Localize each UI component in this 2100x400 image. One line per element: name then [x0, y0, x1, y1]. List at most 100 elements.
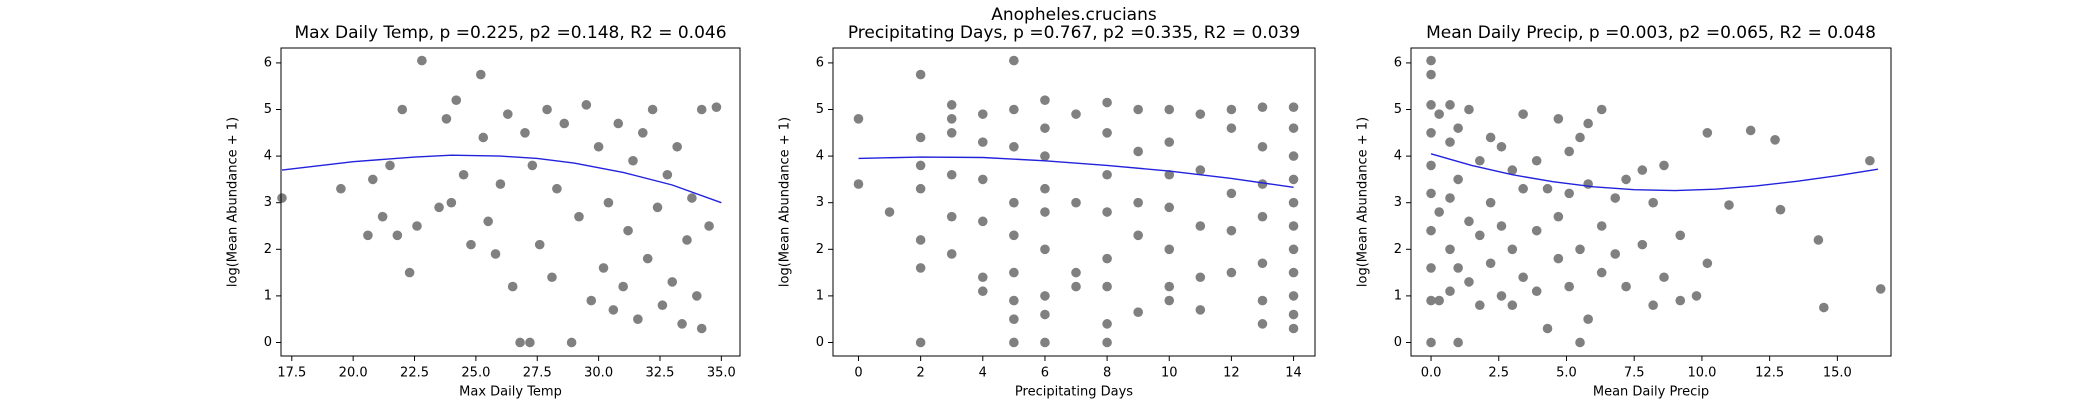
scatter-point [1102, 319, 1112, 329]
scatter-point [1702, 258, 1713, 269]
x-tick-label: 32.5 [646, 366, 675, 381]
scatter-point [711, 102, 722, 112]
scatter-point [1659, 272, 1669, 283]
chart-title: Max Daily Temp, p =0.225, p2 =0.148, R2 … [294, 23, 726, 43]
scatter-point [1610, 193, 1621, 203]
plot-frame [832, 47, 1316, 357]
x-tick-label: 2.5 [1488, 366, 1509, 381]
fit-line [1430, 153, 1879, 192]
scatter-point [915, 235, 926, 245]
scatter-point [1288, 102, 1299, 112]
scatter-point [368, 174, 378, 185]
scatter-point [1445, 244, 1455, 255]
x-tick-label: 30.0 [584, 366, 613, 381]
scatter-point [915, 337, 926, 348]
scatter-point [1553, 253, 1564, 264]
scatter-point [1040, 123, 1050, 133]
y-tick-label: 4 [264, 149, 272, 164]
scatter-point [1434, 207, 1444, 217]
scatter-point [946, 100, 957, 110]
scatter-point [1426, 337, 1436, 348]
scatter-point [946, 211, 957, 222]
y-tick-label: 3 [1394, 195, 1402, 210]
y-axis-label: log(Mean Abundance + 1) [226, 117, 241, 287]
scatter-point [1040, 244, 1050, 255]
y-axis-label: log(Mean Abundance + 1) [1356, 117, 1371, 287]
scatter-point [1426, 55, 1436, 66]
scatter-point [1564, 146, 1574, 157]
scatter-point [1257, 102, 1268, 112]
scatter-point [915, 263, 926, 273]
scatter-point [363, 230, 373, 241]
scatter-point [1542, 183, 1553, 194]
scatter-point [1257, 211, 1268, 222]
scatter-point [946, 114, 957, 124]
scatter-point [490, 249, 501, 259]
subplot: Mean Daily Precip, p =0.003, p2 =0.065, … [1356, 23, 1892, 400]
scatter-point [1724, 200, 1734, 210]
scatter-point [853, 179, 864, 189]
scatter-point [434, 202, 444, 213]
x-axis-label: Precipitating Days [1015, 385, 1133, 400]
scatter-point [1426, 295, 1436, 306]
scatter-point [1475, 300, 1485, 311]
y-tick-label: 0 [816, 335, 824, 350]
scatter-point [1496, 141, 1507, 152]
scatter-point [1133, 104, 1143, 115]
scatter-point [1102, 169, 1112, 180]
scatter-point [1637, 165, 1648, 175]
scatter-point [1133, 146, 1143, 157]
scatter-point [495, 179, 506, 189]
scatter-point [1288, 267, 1299, 278]
scatter-point [946, 128, 957, 138]
scatter-point [977, 216, 988, 227]
scatter-point [1102, 97, 1112, 108]
x-tick-label: 15.0 [1823, 366, 1852, 381]
scatter-point [483, 216, 493, 227]
scatter-point [392, 230, 403, 241]
scatter-point [1009, 267, 1019, 278]
scatter-point [377, 211, 388, 222]
scatter-point [1445, 137, 1455, 147]
scatter-point [1691, 291, 1702, 301]
scatter-point [385, 160, 395, 171]
y-tick-label: 3 [816, 195, 824, 210]
scatter-point [1865, 155, 1875, 166]
scatter-point [586, 295, 597, 306]
scatter-point [1071, 281, 1081, 292]
scatter-point [1445, 286, 1455, 297]
scatter-point [1518, 272, 1528, 283]
y-tick-label: 5 [264, 102, 272, 117]
scatter-point [696, 104, 707, 115]
scatter-point [1507, 244, 1518, 255]
scatter-point [1009, 141, 1019, 152]
scatter-point [1288, 221, 1299, 231]
scatter-point [412, 221, 422, 231]
scatter-point [1226, 104, 1237, 115]
scatter-point [1485, 132, 1496, 143]
subplot: Max Daily Temp, p =0.225, p2 =0.148, R2 … [226, 23, 741, 400]
scatter-point [1009, 230, 1019, 241]
scatter-point [1164, 281, 1175, 292]
scatter-point [1553, 114, 1564, 124]
x-tick-label: 6 [1041, 366, 1049, 381]
subplot: Precipitating Days, p =0.767, p2 =0.335,… [778, 23, 1316, 400]
x-tick-label: 22.5 [400, 366, 429, 381]
scatter-point [593, 141, 604, 152]
scatter-point [628, 155, 638, 166]
y-tick-label: 2 [264, 242, 272, 257]
scatter-point [1575, 337, 1585, 348]
scatter-point [1648, 300, 1658, 311]
scatter-point [1475, 230, 1485, 241]
x-axis-label: Mean Daily Precip [1593, 385, 1709, 400]
x-tick-label: 20.0 [339, 366, 368, 381]
scatter-point [417, 55, 427, 66]
scatter-point [1445, 100, 1455, 110]
scatter-point [1434, 295, 1444, 306]
x-tick-label: 0 [854, 366, 862, 381]
scatter-point [662, 169, 673, 180]
y-tick-label: 6 [1394, 55, 1402, 70]
scatter-point [458, 169, 469, 180]
scatter-point [946, 249, 957, 259]
x-tick-label: 10 [1161, 366, 1178, 381]
